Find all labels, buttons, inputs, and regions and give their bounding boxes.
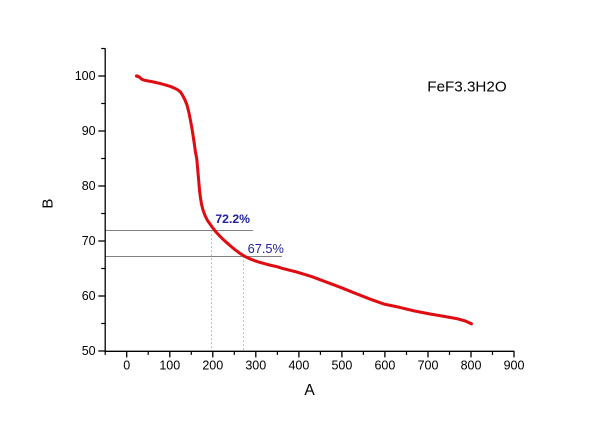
svg-text:70: 70	[82, 234, 96, 248]
svg-text:500: 500	[331, 359, 352, 373]
svg-text:100: 100	[75, 69, 96, 83]
svg-text:80: 80	[82, 179, 96, 193]
svg-text:60: 60	[82, 289, 96, 303]
svg-text:FeF3.3H2O: FeF3.3H2O	[427, 78, 507, 95]
svg-text:0: 0	[123, 359, 130, 373]
svg-text:100: 100	[159, 359, 180, 373]
svg-text:700: 700	[418, 359, 439, 373]
svg-text:72.2%: 72.2%	[215, 212, 250, 226]
svg-text:600: 600	[374, 359, 395, 373]
svg-text:200: 200	[202, 359, 223, 373]
svg-text:50: 50	[82, 344, 96, 358]
svg-text:400: 400	[288, 359, 309, 373]
svg-text:B: B	[39, 199, 56, 209]
svg-text:800: 800	[461, 359, 482, 373]
svg-text:90: 90	[82, 124, 96, 138]
svg-text:900: 900	[504, 359, 525, 373]
svg-text:67.5%: 67.5%	[248, 241, 284, 256]
svg-text:A: A	[304, 382, 315, 399]
svg-text:300: 300	[245, 359, 266, 373]
